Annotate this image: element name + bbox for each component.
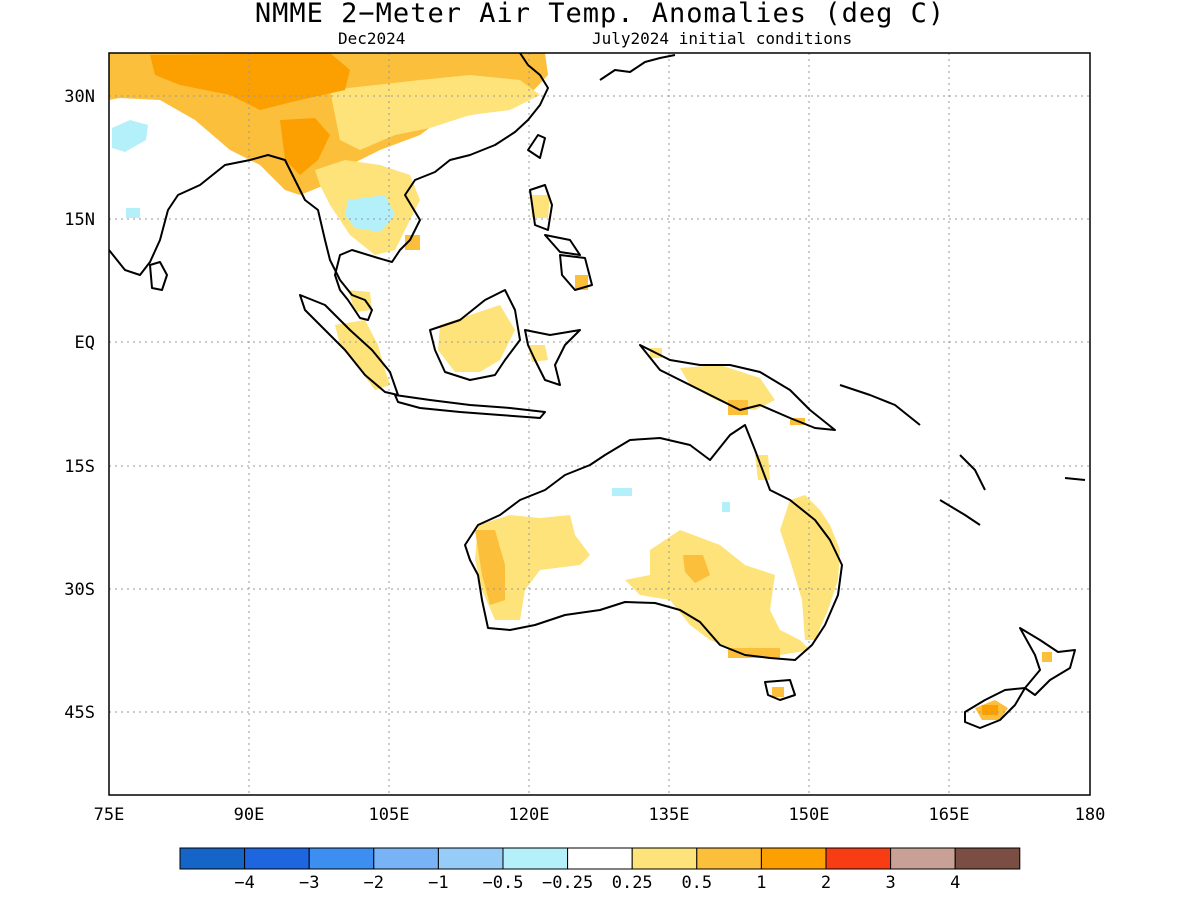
new-guinea-spot <box>728 400 748 415</box>
anomaly-shading <box>109 53 1052 720</box>
colorbar-swatch <box>502 847 569 870</box>
colorbar-swatch <box>696 847 762 870</box>
map-frame <box>108 52 1091 796</box>
china-light-warm <box>330 75 540 150</box>
colorbar-label: 0.5 <box>681 873 712 893</box>
lon-label: 165E <box>929 805 970 825</box>
colorbar-label: 3 <box>885 873 895 893</box>
lat-label: 30N <box>64 87 95 107</box>
colorbar-label: −2 <box>364 873 384 893</box>
forecast-month: Dec2024 <box>338 29 406 48</box>
australia-inland-cool <box>722 502 730 512</box>
lon-label: 105E <box>369 805 410 825</box>
tasmania-orange <box>772 687 784 697</box>
sumatra <box>299 294 399 396</box>
colorbar-label: 1 <box>756 873 766 893</box>
asia-coast <box>109 53 549 321</box>
colorbar-swatch <box>373 847 439 870</box>
lat-label: 45S <box>64 703 95 723</box>
colorbar-swatch <box>760 847 827 870</box>
colorbar-swatch <box>437 847 504 870</box>
sri-lanka <box>149 261 168 291</box>
nz-south <box>964 687 1026 729</box>
mindanao <box>559 254 593 291</box>
australia <box>464 424 843 661</box>
lon-label: 150E <box>789 805 830 825</box>
luzon <box>529 184 553 231</box>
sumatra-warm <box>335 320 390 390</box>
initial-conditions: July2024 initial conditions <box>592 29 853 48</box>
colorbar-swatch <box>308 847 375 870</box>
nz-north-orange <box>1042 652 1052 662</box>
lon-label: 75E <box>94 805 125 825</box>
indochina-spot-warm <box>405 235 420 250</box>
new-guinea <box>639 344 836 431</box>
lat-label: 15N <box>64 210 95 230</box>
vanuatu <box>959 454 986 491</box>
tasmania <box>764 679 796 701</box>
colorbar-label: −1 <box>428 873 448 893</box>
lon-label: 135E <box>649 805 690 825</box>
myanmar-strong-warm <box>280 118 330 175</box>
philippines-mid <box>544 234 581 256</box>
australia-central-warm <box>625 530 810 655</box>
colorbar-swatch <box>179 847 246 870</box>
fiji <box>1064 477 1086 481</box>
lon-label: 180 <box>1075 805 1106 825</box>
borneo <box>429 289 521 381</box>
colorbar-swatch <box>631 847 698 870</box>
colorbar-swatch <box>890 847 956 870</box>
colorbar-swatch <box>567 847 633 870</box>
java <box>394 394 546 419</box>
colorbar-swatch <box>825 847 892 870</box>
india-cool-small <box>126 208 140 218</box>
colorbar-label: −3 <box>299 873 319 893</box>
solomon-islands <box>839 384 921 426</box>
australia-southeast-orange <box>728 648 780 658</box>
sulawesi <box>524 329 581 386</box>
new-guinea-warm <box>680 365 775 410</box>
tibet-strong-warm <box>235 58 340 95</box>
japan-coast <box>599 54 676 81</box>
new-caledonia <box>939 499 981 526</box>
lon-label: 90E <box>234 805 265 825</box>
coastlines <box>109 53 1086 729</box>
lat-label: EQ <box>75 333 95 353</box>
lat-label: 30S <box>64 580 95 600</box>
lon-label: 120E <box>509 805 550 825</box>
latitude-labels: 30N 15N EQ 15S 30S 45S <box>64 87 95 723</box>
map-title: NMME 2−Meter Air Temp. Anomalies (deg C) <box>254 0 946 29</box>
colorbar-swatch <box>244 847 310 870</box>
colorbar: −4 −3 −2 −1 −0.5 −0.25 0.25 0.5 1 2 3 4 <box>179 847 1021 893</box>
taiwan <box>527 134 546 159</box>
australia-central-orange <box>683 555 710 583</box>
colorbar-label: 0.25 <box>612 873 653 893</box>
graticule <box>109 53 1090 795</box>
nz-north <box>1019 627 1076 696</box>
colorbar-label: 4 <box>950 873 960 893</box>
longitude-labels: 75E 90E 105E 120E 135E 150E 165E 180 <box>94 805 1106 825</box>
nz-south-strong <box>982 705 998 715</box>
thailand-cool <box>345 195 395 232</box>
india-cool <box>112 120 148 152</box>
lat-label: 15S <box>64 457 95 477</box>
colorbar-label: −4 <box>234 873 254 893</box>
colorbar-label: 2 <box>821 873 831 893</box>
colorbar-label: −0.25 <box>542 873 593 893</box>
colorbar-label: −0.5 <box>483 873 524 893</box>
colorbar-swatch <box>954 847 1021 870</box>
australia-east-warm <box>780 495 840 640</box>
philippines-warm <box>530 195 550 218</box>
australia-west-orange <box>475 530 505 605</box>
australia-north-cool <box>612 488 632 496</box>
